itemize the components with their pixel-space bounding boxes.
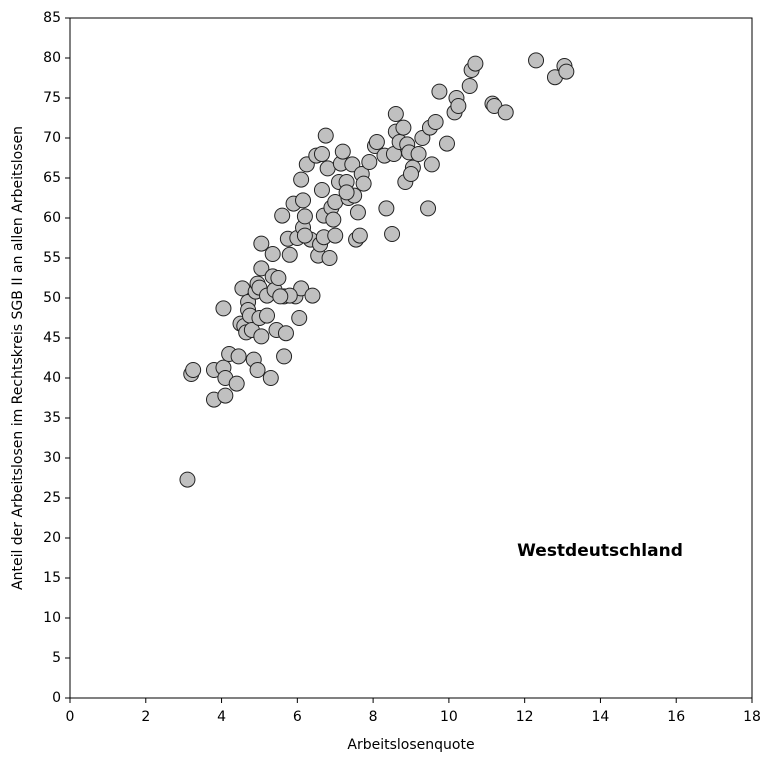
point — [264, 246, 281, 262]
point — [291, 310, 308, 326]
x-tick-label: 18 — [743, 709, 761, 725]
point — [387, 106, 404, 122]
annotation: Westdeutschland — [517, 541, 683, 561]
x-tick-label: 6 — [293, 709, 302, 725]
x-tick-label: 4 — [217, 709, 226, 725]
point — [317, 127, 334, 144]
y-tick-label: 25 — [43, 490, 61, 506]
point — [276, 348, 293, 365]
x-axis-label: Arbeitslosenquote — [347, 737, 474, 753]
point — [304, 287, 321, 304]
point — [325, 211, 342, 228]
point — [558, 63, 575, 80]
plot-frame — [69, 17, 753, 699]
point — [378, 200, 395, 217]
point — [344, 156, 361, 173]
y-tick-label: 80 — [43, 50, 61, 66]
point — [361, 154, 378, 170]
y-tick-label: 50 — [43, 290, 61, 306]
x-tick-label: 14 — [592, 709, 610, 725]
point — [528, 52, 545, 69]
point — [249, 362, 266, 378]
point — [403, 166, 419, 182]
point — [461, 78, 478, 94]
point — [230, 348, 247, 365]
point — [185, 362, 202, 378]
x-tick-label: 2 — [141, 709, 150, 725]
x-tick-label: 8 — [369, 709, 378, 725]
x-tick-label: 10 — [440, 709, 458, 725]
point — [253, 260, 270, 277]
y-tick-label: 55 — [43, 250, 61, 266]
y-tick-label: 15 — [43, 570, 61, 586]
point — [274, 207, 291, 224]
point — [467, 55, 484, 72]
point — [327, 227, 344, 244]
point — [228, 375, 245, 392]
point — [296, 208, 313, 225]
point — [395, 119, 412, 136]
point — [384, 226, 401, 242]
point — [281, 246, 298, 263]
point — [277, 325, 294, 342]
point — [368, 134, 385, 150]
point — [319, 160, 336, 177]
point — [450, 98, 467, 114]
point — [253, 328, 270, 345]
point — [253, 235, 270, 252]
y-tick-label: 0 — [52, 690, 61, 706]
point — [321, 250, 338, 266]
point — [296, 227, 313, 244]
y-tick-label: 30 — [43, 450, 61, 466]
point — [313, 146, 330, 162]
y-tick-label: 40 — [43, 370, 61, 386]
point — [234, 280, 251, 297]
point — [497, 104, 514, 121]
y-tick-label: 70 — [43, 130, 61, 146]
y-tick-label: 75 — [43, 90, 61, 106]
point — [295, 192, 312, 209]
point — [351, 227, 368, 244]
point — [262, 370, 279, 386]
x-tick-label: 12 — [516, 709, 534, 725]
y-tick-label: 20 — [43, 530, 61, 546]
y-tick-label: 85 — [43, 10, 61, 26]
point — [355, 175, 372, 192]
y-tick-label: 35 — [43, 410, 61, 426]
point — [259, 307, 276, 324]
point — [410, 146, 427, 162]
point — [423, 156, 440, 173]
point — [272, 288, 289, 305]
y-tick-label: 10 — [43, 610, 61, 626]
point — [438, 135, 455, 152]
point — [431, 83, 448, 100]
point — [420, 200, 437, 217]
x-tick-label: 0 — [66, 709, 75, 725]
y-tick-label: 5 — [52, 650, 61, 666]
y-axis-label: Anteil der Arbeitslosen im Rechtskreis S… — [10, 126, 26, 590]
y-tick-label: 65 — [43, 170, 61, 186]
y-tick-label: 60 — [43, 210, 61, 226]
point — [293, 280, 310, 297]
point — [334, 143, 351, 160]
point — [215, 300, 232, 317]
point — [217, 387, 234, 404]
point — [270, 270, 287, 286]
point — [179, 471, 196, 488]
point — [313, 182, 330, 198]
point — [349, 204, 366, 221]
x-tick-label: 16 — [667, 709, 685, 725]
point — [293, 171, 310, 188]
point — [338, 184, 355, 201]
y-tick-label: 45 — [43, 330, 61, 346]
point — [427, 114, 444, 130]
